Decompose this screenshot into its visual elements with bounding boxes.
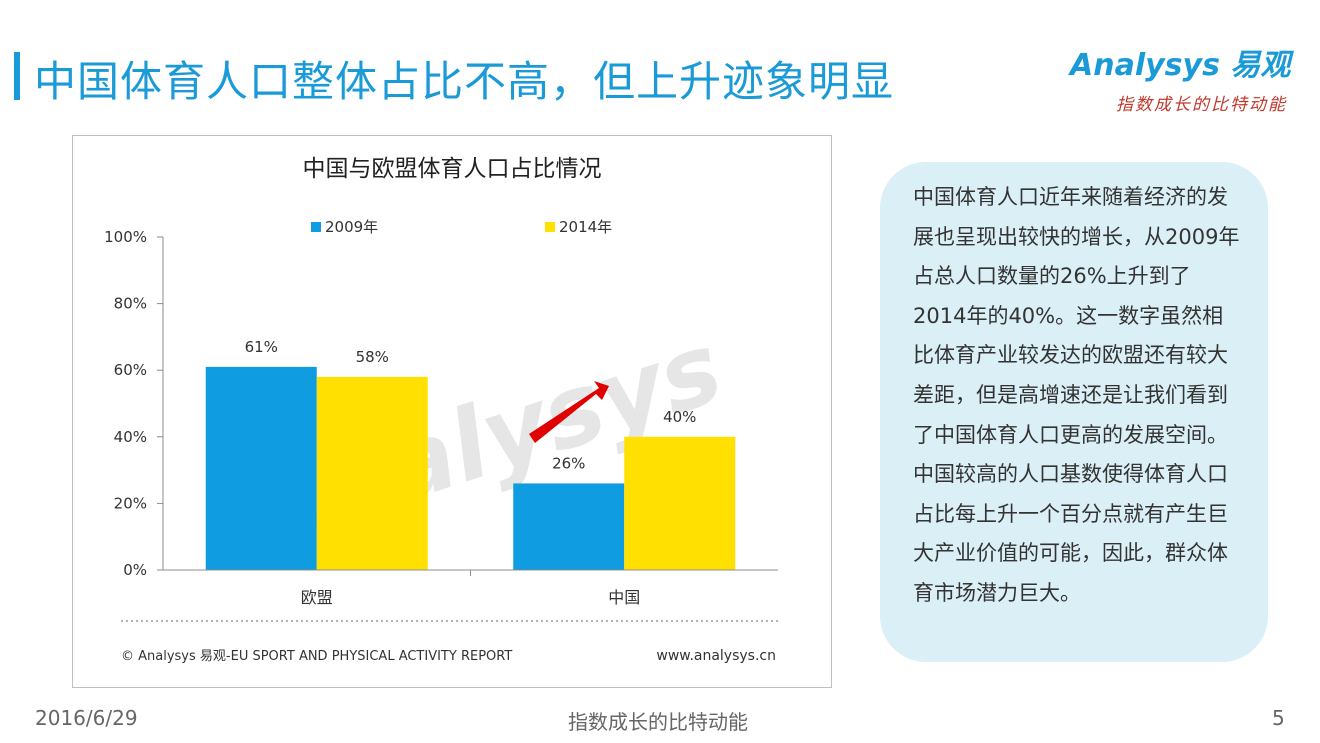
bar-value-label: 61% xyxy=(245,338,278,356)
bar xyxy=(316,376,428,570)
y-tick-label: 40% xyxy=(114,428,147,446)
footer-slogan: 指数成长的比特动能 xyxy=(568,710,748,734)
legend-label: 2009年 xyxy=(325,218,378,236)
x-axis: 欧盟 中国 xyxy=(163,569,778,607)
bar xyxy=(513,483,625,570)
bar-chart: Analysys 中国与欧盟体育人口占比情况 2009年 2014年 0%20%4… xyxy=(104,156,781,664)
y-tick-label: 0% xyxy=(123,561,147,579)
y-tick-label: 20% xyxy=(114,494,147,512)
bar xyxy=(205,366,317,570)
title-accent-bar xyxy=(14,52,20,100)
legend-swatch xyxy=(311,222,321,232)
y-tick-label: 60% xyxy=(114,361,147,379)
chart-title: 中国与欧盟体育人口占比情况 xyxy=(303,156,602,182)
bar-value-label: 40% xyxy=(663,408,696,426)
note-text: 中国体育人口近年来随着经济的发展也呈现出较快的增长，从2009年占总人口数量的2… xyxy=(913,185,1240,605)
logo-slogan: 指数成长的比特动能 xyxy=(1116,95,1287,115)
trend-arrow-icon xyxy=(529,381,609,443)
chart-source: © Analysys 易观-EU SPORT AND PHYSICAL ACTI… xyxy=(121,649,512,664)
page-title: 中国体育人口整体占比不高，但上升迹象明显 xyxy=(34,57,895,106)
bar-value-label: 26% xyxy=(552,454,585,472)
bar-value-label: 58% xyxy=(356,348,389,366)
analysys-logo: Analysys 易观 指数成长的比特动能 xyxy=(1070,40,1300,115)
x-category-label: 欧盟 xyxy=(301,588,333,607)
note-box xyxy=(880,162,1268,662)
logo-text: Analysys 易观 xyxy=(1070,48,1291,83)
y-tick-label: 100% xyxy=(104,228,147,246)
x-category-label: 中国 xyxy=(608,588,640,607)
footer-date: 2016/6/29 xyxy=(35,706,138,730)
page-number: 5 xyxy=(1272,706,1285,730)
chart-panel: Analysys 中国与欧盟体育人口占比情况 2009年 2014年 0% 20% 4… xyxy=(72,135,832,688)
legend-label: 2014年 xyxy=(559,218,612,236)
y-axis: 0% 20% 40% 60% 80% 100% xyxy=(104,228,164,579)
bars-group: 61% 58% 26% 40% xyxy=(205,338,736,570)
legend-swatch xyxy=(545,222,555,232)
y-tick-label: 80% xyxy=(114,295,147,313)
bar xyxy=(624,436,736,570)
chart-website: www.analysys.cn xyxy=(656,648,776,664)
chart-legend: 2009年 2014年 xyxy=(311,218,612,236)
